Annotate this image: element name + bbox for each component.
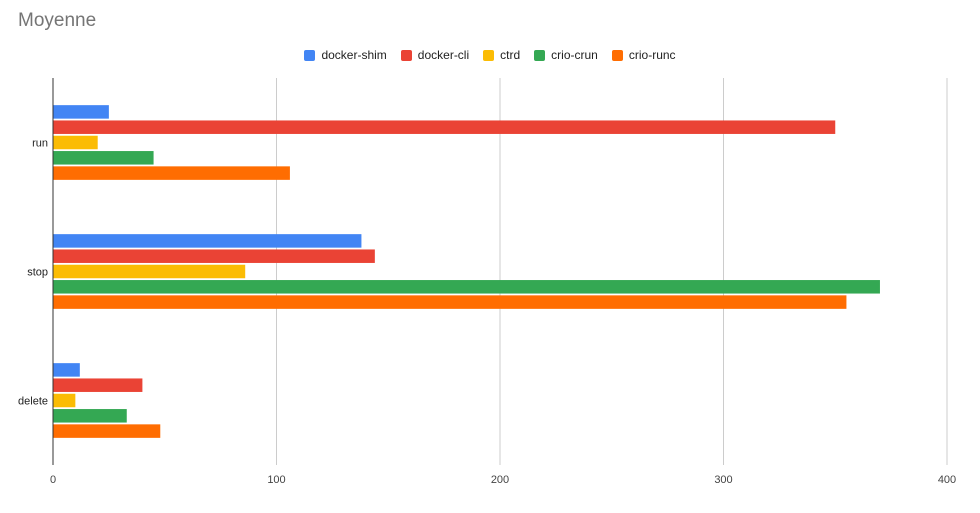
x-tick-label: 0: [50, 474, 56, 486]
legend-swatch: [611, 49, 623, 61]
x-tick-label: 300: [714, 474, 732, 486]
legend-label: docker-cli: [417, 48, 470, 62]
legend-item-docker-shim: docker-shim: [304, 48, 387, 62]
bar-stop-docker-shim: [53, 234, 362, 248]
bar-delete-crio-runc: [53, 424, 161, 438]
bar-stop-crio-crun: [53, 280, 880, 294]
bar-delete-ctrd: [53, 393, 76, 408]
bar-run-ctrd: [53, 135, 98, 150]
y-category-label: run: [32, 138, 48, 150]
chart-title: Moyenne: [18, 10, 97, 31]
legend-swatch: [400, 49, 412, 61]
x-tick-label: 400: [938, 474, 956, 486]
bar-stop-crio-runc: [53, 295, 847, 309]
legend-label: docker-shim: [321, 48, 387, 62]
legend-swatch: [304, 49, 316, 61]
x-tick-label: 100: [267, 474, 285, 486]
bar-delete-crio-crun: [53, 409, 127, 423]
bar-delete-docker-shim: [53, 363, 80, 377]
legend-swatch: [534, 49, 546, 61]
bar-delete-docker-cli: [53, 378, 143, 392]
legend-item-crio-runc: crio-runc: [611, 48, 676, 62]
legend-item-docker-cli: docker-cli: [400, 48, 470, 62]
bar-run-docker-cli: [53, 120, 836, 134]
legend-item-ctrd: ctrd: [483, 48, 520, 62]
y-category-label: stop: [27, 267, 48, 279]
bar-stop-ctrd: [53, 264, 246, 279]
bar-run-crio-crun: [53, 151, 154, 165]
legend-label: crio-crun: [551, 48, 598, 62]
legend-item-crio-crun: crio-crun: [534, 48, 598, 62]
y-category-label: delete: [18, 396, 48, 408]
x-tick-label: 200: [491, 474, 509, 486]
bar-stop-docker-cli: [53, 249, 375, 263]
bar-run-docker-shim: [53, 105, 109, 119]
legend-label: ctrd: [500, 48, 521, 62]
bar-run-crio-runc: [53, 166, 290, 180]
legend-swatch: [483, 49, 495, 61]
legend-label: crio-runc: [628, 48, 676, 62]
legend: docker-shim docker-cli ctrd crio-crun crio-r…: [0, 46, 980, 64]
